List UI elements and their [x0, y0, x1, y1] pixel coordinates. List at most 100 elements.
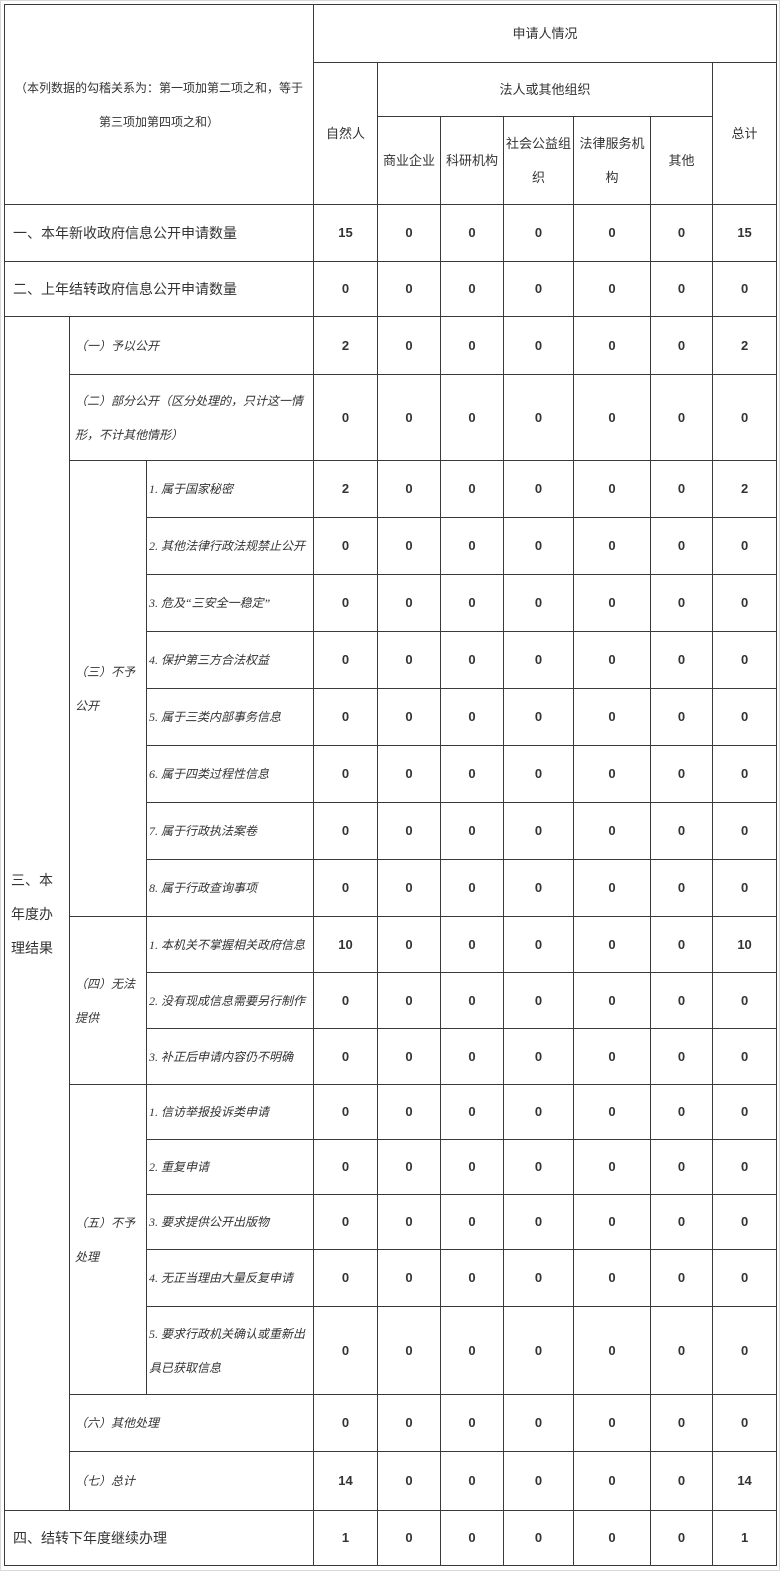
data-cell: 0 [377, 574, 442, 632]
data-cell: 0 [313, 374, 379, 461]
data-cell: 0 [712, 374, 778, 461]
data-cell: 0 [503, 1510, 575, 1566]
data-cell: 0 [440, 916, 505, 973]
data-cell: 0 [650, 916, 714, 973]
section-label-subtotal: （七）总计 [68, 1451, 315, 1511]
data-cell: 0 [503, 972, 575, 1029]
data-cell: 0 [573, 1394, 652, 1452]
data-cell: 0 [377, 1084, 442, 1140]
data-cell: 0 [650, 374, 714, 461]
row-label-processing-results: 三、本年度办理结果 [4, 316, 70, 1511]
item-label: 3. 要求提供公开出版物 [145, 1194, 315, 1250]
data-cell: 0 [440, 1451, 505, 1511]
data-cell: 0 [313, 1084, 379, 1140]
data-cell: 0 [440, 802, 505, 860]
section-label-partial: （二）部分公开（区分处理的，只计这一情形，不计其他情形） [68, 374, 315, 461]
data-cell: 0 [503, 1306, 575, 1395]
data-cell: 0 [377, 1249, 442, 1307]
section-label-granted: （一）予以公开 [68, 316, 315, 375]
data-cell: 0 [313, 517, 379, 575]
data-cell: 0 [650, 1394, 714, 1452]
item-label: 5. 属于三类内部事务信息 [145, 688, 315, 746]
data-cell: 0 [573, 574, 652, 632]
data-cell: 2 [712, 460, 778, 518]
row-label-carry-to-next-year: 四、结转下年度继续办理 [3, 1510, 315, 1566]
data-cell: 0 [573, 204, 652, 262]
data-cell: 0 [440, 1139, 505, 1195]
data-cell: 0 [377, 1394, 442, 1452]
data-cell: 0 [650, 1139, 714, 1195]
data-cell: 0 [377, 374, 442, 461]
data-cell: 0 [573, 316, 652, 375]
item-label: 2. 重复申请 [145, 1139, 315, 1195]
data-cell: 0 [712, 1084, 778, 1140]
data-cell: 0 [313, 688, 379, 746]
data-cell: 0 [573, 802, 652, 860]
item-label: 1. 本机关不掌握相关政府信息 [145, 916, 315, 973]
data-cell: 0 [712, 1306, 778, 1395]
data-cell: 0 [440, 745, 505, 803]
header-applicant-situation: 申请人情况 [313, 4, 778, 63]
data-cell: 0 [313, 261, 379, 317]
data-cell: 0 [573, 859, 652, 917]
item-label: 1. 属于国家秘密 [145, 460, 315, 518]
data-cell: 0 [440, 1394, 505, 1452]
data-cell: 2 [313, 316, 379, 375]
data-cell: 0 [573, 460, 652, 518]
data-cell: 0 [313, 802, 379, 860]
data-cell: 15 [712, 204, 778, 262]
data-cell: 0 [573, 1028, 652, 1085]
data-cell: 1 [712, 1510, 778, 1566]
data-cell: 0 [313, 1394, 379, 1452]
data-cell: 0 [650, 1249, 714, 1307]
data-cell: 0 [573, 688, 652, 746]
data-cell: 0 [503, 745, 575, 803]
data-cell: 0 [313, 1249, 379, 1307]
data-cell: 0 [503, 460, 575, 518]
data-cell: 0 [440, 1249, 505, 1307]
data-cell: 0 [313, 1306, 379, 1395]
data-cell: 0 [440, 261, 505, 317]
data-cell: 0 [440, 1084, 505, 1140]
data-cell: 0 [377, 688, 442, 746]
header-commercial-enterprise: 商业企业 [377, 116, 442, 205]
section-label-refused: （三）不予公开 [69, 460, 147, 917]
data-cell: 0 [377, 1451, 442, 1511]
data-cell: 0 [377, 802, 442, 860]
data-cell: 0 [573, 631, 652, 689]
data-cell: 0 [573, 972, 652, 1029]
data-cell: 0 [503, 802, 575, 860]
data-cell: 0 [573, 745, 652, 803]
data-cell: 0 [650, 1510, 714, 1566]
data-cell: 0 [650, 859, 714, 917]
item-label: 4. 保护第三方合法权益 [145, 631, 315, 689]
data-cell: 0 [377, 745, 442, 803]
data-cell: 0 [440, 972, 505, 1029]
data-cell: 0 [440, 859, 505, 917]
data-cell: 0 [377, 1306, 442, 1395]
data-cell: 0 [650, 745, 714, 803]
data-cell: 0 [440, 517, 505, 575]
data-cell: 2 [712, 316, 778, 375]
data-cell: 0 [650, 574, 714, 632]
item-label: 3. 补正后申请内容仍不明确 [145, 1028, 315, 1085]
data-cell: 0 [650, 316, 714, 375]
data-cell: 0 [503, 1249, 575, 1307]
data-cell: 0 [313, 1139, 379, 1195]
data-cell: 0 [377, 859, 442, 917]
data-cell: 15 [313, 204, 379, 262]
data-cell: 0 [650, 972, 714, 1029]
data-cell: 0 [503, 1084, 575, 1140]
data-cell: 0 [712, 1394, 778, 1452]
data-cell: 14 [313, 1451, 379, 1511]
header-total: 总计 [712, 62, 778, 205]
data-cell: 0 [650, 460, 714, 518]
data-cell: 0 [377, 1194, 442, 1250]
data-cell: 0 [313, 1028, 379, 1085]
data-cell: 0 [440, 374, 505, 461]
item-label: 3. 危及“三安全一稳定” [145, 574, 315, 632]
data-cell: 0 [313, 1194, 379, 1250]
data-cell: 0 [650, 802, 714, 860]
data-cell: 0 [573, 517, 652, 575]
